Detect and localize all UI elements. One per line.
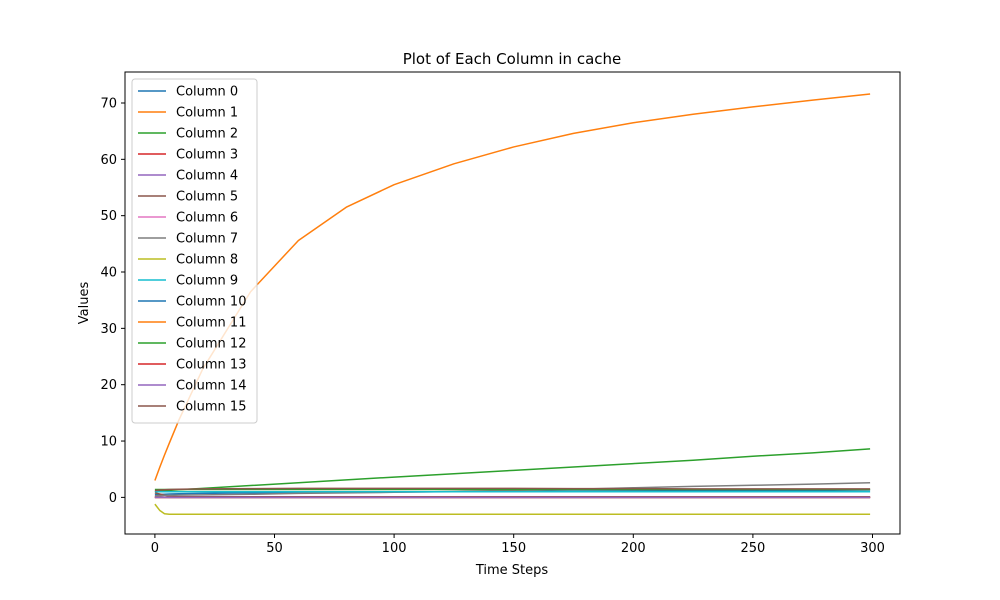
legend-label-4: Column 4 [176,169,238,184]
legend-label-8: Column 8 [176,253,238,268]
legend-label-15: Column 15 [176,400,246,415]
legend-label-11: Column 11 [176,316,246,331]
y-tick-label-2: 20 [100,378,117,393]
x-tick-label-4: 200 [621,541,646,556]
x-tick-label-1: 50 [266,541,283,556]
x-axis-label: Time Steps [475,563,549,578]
legend-label-9: Column 9 [176,274,238,289]
y-axis: 0 10 20 30 40 50 60 70 [100,96,125,506]
y-tick-label-4: 40 [100,266,117,281]
series-line-1 [154,93,871,481]
legend-label-13: Column 13 [176,358,246,373]
y-tick-label-0: 0 [109,491,117,506]
y-tick-label-3: 30 [100,322,117,337]
legend-label-2: Column 2 [176,127,238,142]
legend-label-10: Column 10 [176,295,246,310]
series-line-7 [154,481,871,497]
chart-title: Plot of Each Column in cache [403,50,622,68]
y-tick-label-5: 50 [100,209,117,224]
y-axis-label: Values [77,282,92,325]
legend-label-3: Column 3 [176,148,238,163]
x-tick-label-3: 150 [501,541,526,556]
y-tick-label-1: 10 [100,435,117,450]
x-tick-label-2: 100 [382,541,407,556]
y-tick-label-7: 70 [100,96,117,111]
legend-box [131,78,258,424]
legend-label-0: Column 0 [176,85,238,100]
series-line-2 [154,448,871,493]
x-tick-label-5: 250 [740,541,765,556]
x-tick-label-6: 300 [860,541,885,556]
y-tick-label-6: 60 [100,153,117,168]
legend-label-5: Column 5 [176,190,238,205]
series-layer [154,93,871,516]
x-tick-label-0: 0 [151,541,159,556]
series-line-15 [154,487,871,492]
plot-frame [124,71,901,535]
legend-label-12: Column 12 [176,337,246,352]
legend: Column 0 Column 1 Column 2 Column 3 Column 4… [131,78,258,424]
series-line-8 [154,503,871,516]
legend-label-7: Column 7 [176,232,238,247]
legend-label-1: Column 1 [176,106,238,121]
legend-label-14: Column 14 [176,379,246,394]
legend-label-6: Column 6 [176,211,238,226]
x-axis: 0 50 100 150 200 250 300 [151,534,885,556]
